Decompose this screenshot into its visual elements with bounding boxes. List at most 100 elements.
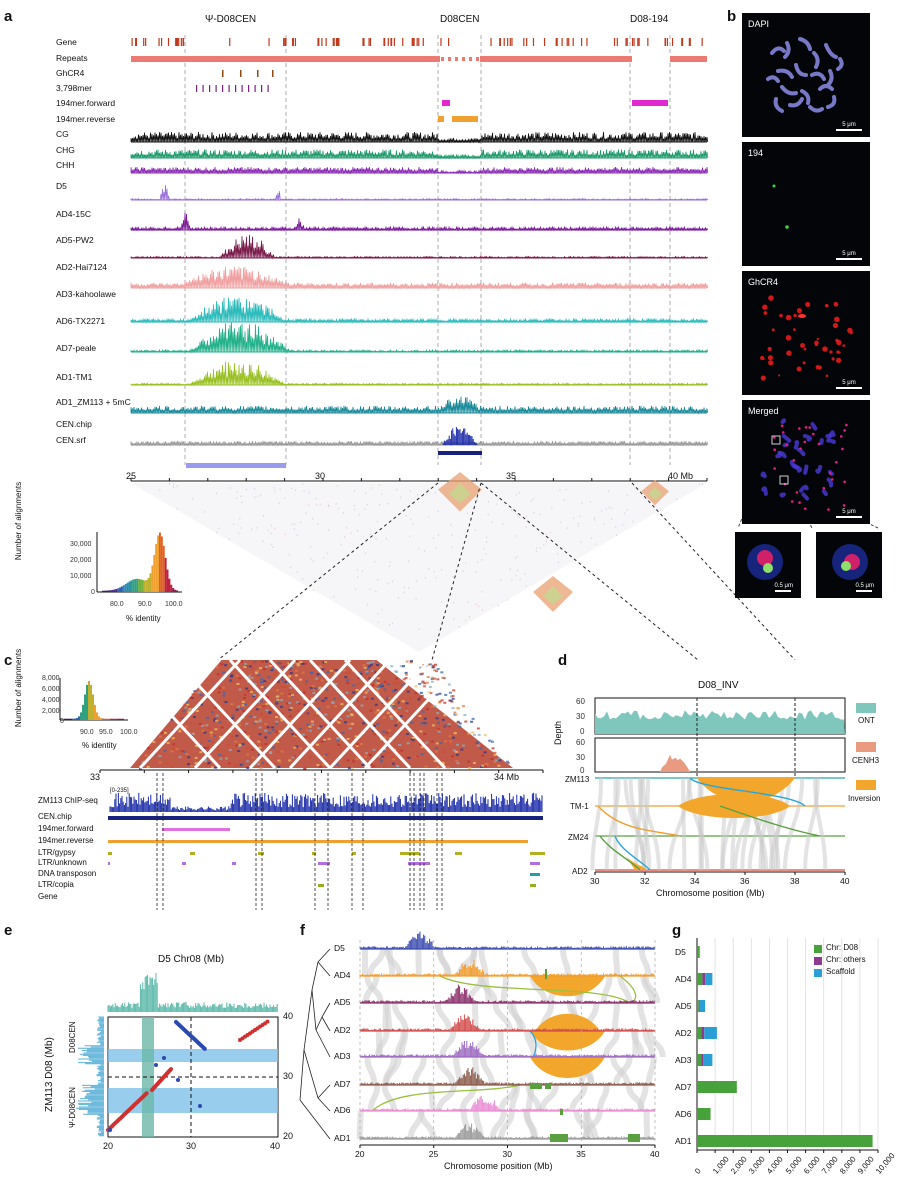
merged-spot xyxy=(798,427,801,430)
f-synteny xyxy=(434,1002,453,1032)
c-heatmap-cell xyxy=(289,706,293,709)
f-synteny xyxy=(523,1110,539,1140)
c-heatmap-cell xyxy=(383,748,387,751)
f-synteny xyxy=(428,1084,436,1112)
c-heatmap-cell xyxy=(253,716,257,719)
c-heatmap-cell xyxy=(436,667,440,670)
heatmap-dot xyxy=(204,511,206,513)
c-heatmap-cell xyxy=(263,680,267,683)
heatmap-dot xyxy=(381,609,383,611)
heatmap-dot xyxy=(288,554,290,556)
c-heatmap-cell xyxy=(316,743,320,746)
gene-mark xyxy=(333,38,335,46)
c-heatmap-cell xyxy=(309,672,313,675)
g-bar-chr-d08 xyxy=(697,1108,711,1120)
mer3798-mark xyxy=(241,85,243,92)
ghcr4-spot xyxy=(785,335,792,341)
c-heatmap-cell xyxy=(371,684,375,687)
ghcr4-spot xyxy=(833,301,839,307)
mer3798-mark xyxy=(215,85,217,92)
gene-mark xyxy=(413,38,415,46)
gene-mark xyxy=(393,38,396,46)
c-heatmap-cell xyxy=(494,759,498,762)
panel-a-tracks xyxy=(96,35,879,660)
c-heatmap-cell xyxy=(213,719,217,722)
c-heatmap-gap xyxy=(328,658,432,770)
c-heatmap-cell xyxy=(178,730,182,733)
f-tree-branch xyxy=(315,1029,331,1058)
c-heatmap-cell xyxy=(480,745,484,748)
c-heatmap-cell xyxy=(290,694,294,697)
repeats-mark xyxy=(441,57,444,61)
gene-mark xyxy=(402,38,404,46)
hist-bar xyxy=(118,718,120,720)
heatmap-dot xyxy=(342,511,344,514)
c-heatmap-cell xyxy=(404,711,408,714)
c-heatmap-cell xyxy=(301,671,305,674)
c-heatmap-cell xyxy=(159,739,163,742)
ghcr4-spot xyxy=(803,347,807,351)
c-heatmap-cell xyxy=(394,700,398,703)
c-heatmap-cell xyxy=(219,735,223,738)
micrograph-ghcr4: GhCR4 5 μm xyxy=(742,271,870,395)
hist-bar xyxy=(115,588,118,592)
c-heatmap-cell xyxy=(276,699,280,702)
d-xtick: 30 xyxy=(590,876,600,886)
c-heatmap-cell xyxy=(404,673,408,676)
c-heatmap-cell xyxy=(229,675,233,678)
f-synteny xyxy=(582,1110,603,1140)
c-heatmap-cell xyxy=(152,741,156,744)
c-heatmap-cell xyxy=(289,666,293,669)
gene-mark xyxy=(556,38,558,46)
d-legend-swatch xyxy=(856,742,876,752)
ghcr4-spot xyxy=(834,316,840,323)
c-heatmap-cell xyxy=(493,761,497,764)
track-label: AD1-TM1 xyxy=(56,372,93,382)
heatmap-dot xyxy=(284,497,286,500)
hist-bar xyxy=(78,716,80,720)
c-heatmap-cell xyxy=(476,727,480,730)
ghcr4-spot xyxy=(835,338,839,343)
hist-a-xlabel: % identity xyxy=(126,614,161,623)
c-heatmap-cell xyxy=(362,722,366,725)
c-heatmap-cell xyxy=(370,697,374,700)
c-heatmap-cell xyxy=(451,736,455,739)
c-track-label: Gene xyxy=(38,892,58,901)
c-heatmap-cell xyxy=(242,696,246,699)
c-heatmap-cell xyxy=(336,763,340,766)
heatmap-dot xyxy=(486,541,488,543)
heatmap-dot xyxy=(408,560,410,562)
gene-mark xyxy=(336,38,339,46)
signal-track xyxy=(130,149,709,160)
c-heatmap-cell xyxy=(323,661,327,664)
c-ltr-gypsy xyxy=(352,852,356,855)
c-heatmap-cell xyxy=(280,712,284,715)
heatmap-dot xyxy=(579,515,581,518)
heatmap-dot xyxy=(273,487,275,489)
c-heatmap-cell xyxy=(260,660,264,663)
hist-bar xyxy=(122,718,124,720)
c-heatmap-cell xyxy=(299,660,303,663)
c-heatmap-cell xyxy=(377,754,381,757)
f-tree-branch xyxy=(317,961,331,977)
c-heatmap-cell xyxy=(381,755,385,758)
c-cen-chip xyxy=(108,816,543,820)
gene-mark xyxy=(647,38,649,46)
merged-chromosome xyxy=(789,460,799,470)
scale-bar: 0.5 μm xyxy=(855,583,874,592)
c-heatmap-cell xyxy=(235,744,239,747)
d-ytick: 0 xyxy=(580,766,585,775)
mer3798-mark xyxy=(248,85,250,92)
heatmap-dot xyxy=(415,580,417,582)
c-heatmap-cell xyxy=(415,755,419,758)
c-heatmap-cell xyxy=(490,758,494,761)
c-heatmap-cell xyxy=(423,732,427,735)
heatmap-dot xyxy=(559,489,561,491)
c-heatmap-cell xyxy=(261,761,265,764)
heatmap-dot xyxy=(409,535,411,537)
hist-a-ytick: 0 xyxy=(91,589,95,596)
c-heatmap-cell xyxy=(248,715,252,718)
c-heatmap-cell xyxy=(412,741,416,744)
